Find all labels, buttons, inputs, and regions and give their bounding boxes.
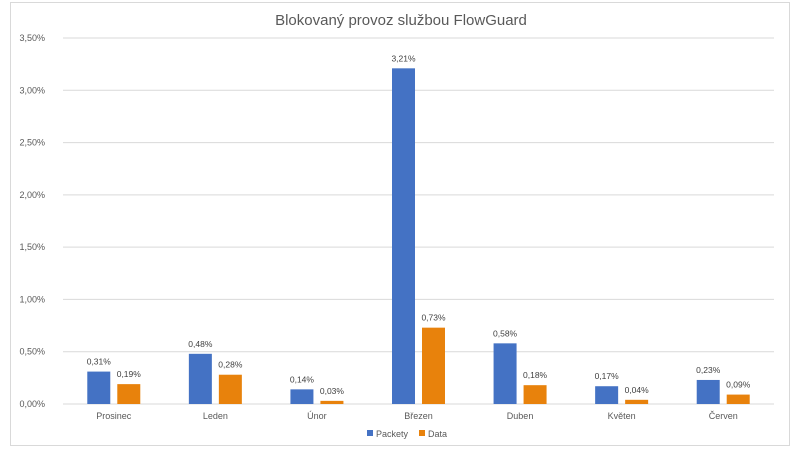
x-tick-label: Červen <box>709 411 738 421</box>
data-labels: 0,31% 0,19% 0,48% 0,28% 0,14% 0,03% 3,21% 0,73%… <box>87 53 751 396</box>
data-label: 0,28% <box>218 360 243 370</box>
legend-label: Data <box>428 429 447 439</box>
x-tick-label: Duben <box>507 411 534 421</box>
legend-swatch-data <box>419 430 425 436</box>
bar-packety <box>392 68 415 404</box>
data-label: 0,73% <box>421 313 446 323</box>
bar-data <box>218 374 242 404</box>
y-tick-label: 3,00% <box>19 85 45 95</box>
bar-data <box>117 384 141 404</box>
data-label: 0,17% <box>595 371 620 381</box>
data-label: 3,21% <box>391 53 416 63</box>
legend: Packety Data <box>367 429 447 439</box>
bar-data <box>422 327 445 404</box>
x-tick-label: Prosinec <box>96 411 132 421</box>
bar-data <box>625 399 649 404</box>
data-label: 0,04% <box>625 385 650 395</box>
y-tick-label: 1,00% <box>19 294 45 304</box>
data-label: 0,09% <box>726 380 751 390</box>
bar-packety <box>188 353 212 404</box>
x-tick-label: Leden <box>203 411 228 421</box>
gridlines <box>63 37 774 405</box>
bar-packety <box>493 343 517 404</box>
legend-swatch-packety <box>367 430 373 436</box>
bar-packety <box>87 371 111 404</box>
y-axis-ticks: 0,00% 0,50% 1,00% 1,50% 2,00% 2,50% 3,00% 3,50% <box>19 33 45 409</box>
bar-chart: Blokovaný provoz službou FlowGuard 0,00%… <box>19 12 774 439</box>
y-tick-label: 0,00% <box>19 399 45 409</box>
bar-packety <box>290 389 314 404</box>
data-label: 0,31% <box>87 357 112 367</box>
x-tick-label: Květen <box>608 411 636 421</box>
bar-packety <box>696 379 720 404</box>
bar-packety <box>595 386 619 404</box>
x-axis-categories: Prosinec Leden Únor Březen Duben Květen Červen <box>96 411 737 421</box>
data-label: 0,14% <box>290 374 315 384</box>
bar-data <box>523 385 547 404</box>
chart-title: Blokovaný provoz službou FlowGuard <box>275 12 527 29</box>
y-tick-label: 3,50% <box>19 33 45 43</box>
data-label: 0,58% <box>493 328 518 338</box>
y-tick-label: 1,50% <box>19 242 45 252</box>
data-label: 0,19% <box>117 369 142 379</box>
data-label: 0,23% <box>696 365 721 375</box>
legend-label: Packety <box>376 429 409 439</box>
data-label: 0,03% <box>320 386 345 396</box>
y-tick-label: 2,00% <box>19 190 45 200</box>
y-tick-label: 0,50% <box>19 347 45 357</box>
bars <box>87 68 750 404</box>
x-tick-label: Březen <box>404 411 433 421</box>
x-tick-label: Únor <box>307 411 327 421</box>
chart-frame: Blokovaný provoz službou FlowGuard 0,00%… <box>10 2 790 446</box>
y-tick-label: 2,50% <box>19 138 45 148</box>
bar-data <box>320 400 344 404</box>
data-label: 0,48% <box>188 339 213 349</box>
bar-data <box>726 394 750 404</box>
data-label: 0,18% <box>523 370 548 380</box>
